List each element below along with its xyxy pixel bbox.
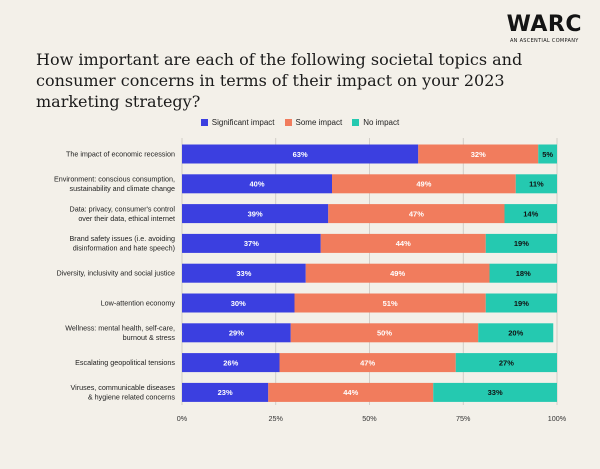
- bar-segment: [182, 323, 291, 343]
- category-label: Brand safety issues (i.e. avoiding disinf…: [70, 234, 175, 253]
- legend-label: Significant impact: [211, 117, 275, 127]
- bar-segment: [294, 293, 486, 313]
- data-label: 40%: [249, 180, 264, 189]
- data-label: 63%: [293, 150, 308, 159]
- category-label: Viruses, communicable diseases & hygiene …: [70, 383, 175, 402]
- legend-item: Significant impact: [200, 117, 275, 127]
- legend-item: Some impact: [284, 117, 343, 127]
- data-label: 18%: [516, 269, 531, 278]
- bar-segment: [305, 263, 490, 283]
- bar-segment: [515, 174, 557, 194]
- bar-segment: [290, 323, 479, 343]
- category-label: Escalating geopolitical tensions: [75, 358, 175, 367]
- legend-swatch: [284, 118, 292, 126]
- warc-logo: WARC AN ASCENTIAL COMPANY: [506, 12, 582, 45]
- bar-segment: [489, 263, 557, 283]
- x-tick-label: 100%: [548, 414, 567, 423]
- bar-segment: [182, 233, 321, 253]
- bar-segment: [182, 174, 332, 194]
- bar-segment: [320, 233, 486, 253]
- logo-wordmark: WARC: [506, 12, 582, 37]
- bar-segment: [504, 204, 557, 224]
- legend-item: No impact: [352, 118, 399, 127]
- data-label: 20%: [508, 329, 523, 338]
- data-label: 26%: [223, 358, 238, 367]
- bar-segment: [328, 204, 505, 224]
- legend-label: No impact: [363, 117, 400, 127]
- data-label: 49%: [390, 269, 405, 278]
- chart-title: How important are each of the following …: [36, 50, 523, 111]
- x-tick-label: 0%: [177, 414, 188, 423]
- bar-segment: [485, 233, 557, 253]
- bar-segment: [182, 204, 329, 224]
- chart-legend: Significant impact Some impact No impact: [0, 116, 600, 128]
- data-label: 37%: [244, 239, 259, 248]
- x-tick-label: 50%: [362, 414, 377, 423]
- data-label: 33%: [236, 269, 251, 278]
- bar-segment: [182, 382, 269, 402]
- category-label: Diversity, inclusivity and social justic…: [57, 269, 176, 278]
- bar-segment: [182, 144, 419, 164]
- bar-segment: [433, 382, 557, 402]
- bar-segment: [455, 353, 557, 373]
- bar-segment: [182, 353, 280, 373]
- data-label: 44%: [396, 239, 411, 248]
- data-label: 50%: [377, 329, 392, 338]
- data-label: 27%: [499, 358, 514, 367]
- data-label: 47%: [409, 209, 424, 218]
- legend-label: Some impact: [295, 117, 343, 127]
- data-label: 29%: [229, 329, 244, 338]
- legend-swatch: [352, 118, 360, 126]
- bar-segment: [182, 263, 306, 283]
- data-label: 19%: [514, 239, 529, 248]
- legend-swatch: [200, 118, 208, 126]
- category-label: The impact of economic recession: [66, 150, 175, 159]
- data-label: 51%: [383, 299, 398, 308]
- data-label: 39%: [248, 209, 263, 218]
- data-label: 5%: [542, 150, 553, 159]
- data-label: 33%: [488, 388, 503, 397]
- category-label: Low-attention economy: [101, 299, 176, 308]
- data-label: 47%: [360, 358, 375, 367]
- data-label: 19%: [514, 299, 529, 308]
- category-label: Wellness: mental health, self-care, burno…: [65, 324, 175, 343]
- bar-segment: [418, 144, 539, 164]
- bar-segment: [538, 144, 557, 164]
- x-tick-label: 75%: [456, 414, 471, 423]
- data-label: 44%: [343, 388, 358, 397]
- category-label: Environment: conscious consumption, susta…: [54, 175, 175, 194]
- bar-segment: [182, 293, 295, 313]
- bar-segment: [279, 353, 456, 373]
- category-label: Data: privacy, consumer's control over th…: [70, 204, 176, 223]
- x-tick-label: 25%: [269, 414, 284, 423]
- bar-segment: [268, 382, 434, 402]
- bar-segment: [485, 293, 557, 313]
- data-label: 49%: [416, 180, 431, 189]
- bar-segment: [478, 323, 554, 343]
- logo-tagline: AN ASCENTIAL COMPANY: [509, 38, 579, 44]
- data-label: 14%: [523, 209, 538, 218]
- data-label: 23%: [218, 388, 233, 397]
- data-label: 32%: [471, 150, 486, 159]
- data-label: 30%: [231, 299, 246, 308]
- bar-segment: [332, 174, 516, 194]
- data-label: 11%: [529, 180, 544, 189]
